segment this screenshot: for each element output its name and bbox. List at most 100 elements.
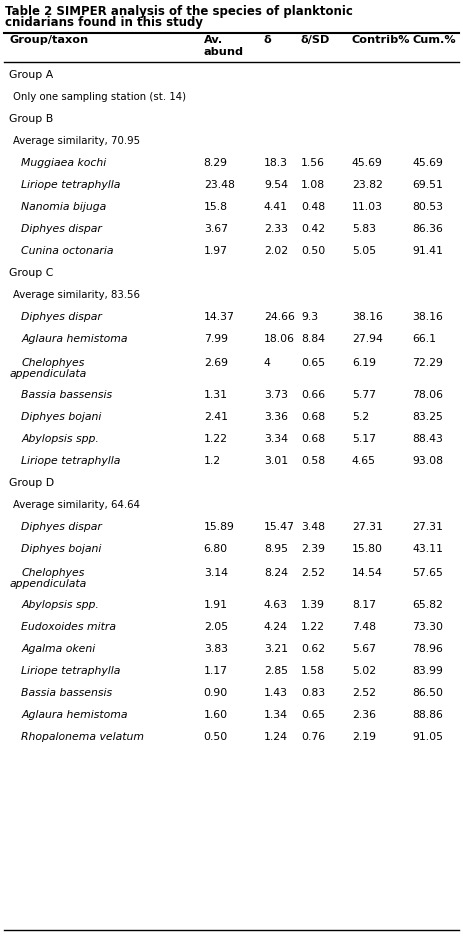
Text: Liriope tetraphylla: Liriope tetraphylla: [21, 180, 121, 190]
Text: 73.30: 73.30: [412, 622, 443, 632]
Text: 45.69: 45.69: [352, 158, 383, 168]
Text: 3.67: 3.67: [204, 224, 228, 234]
Text: 78.96: 78.96: [412, 644, 443, 654]
Text: 91.05: 91.05: [412, 732, 443, 742]
Text: 5.02: 5.02: [352, 666, 376, 676]
Text: 1.24: 1.24: [264, 732, 288, 742]
Text: 5.17: 5.17: [352, 434, 376, 444]
Text: 0.90: 0.90: [204, 688, 228, 698]
Text: 80.53: 80.53: [412, 202, 443, 212]
Text: 3.73: 3.73: [264, 390, 288, 400]
Text: 4.24: 4.24: [264, 622, 288, 632]
Text: 0.48: 0.48: [301, 202, 325, 212]
Text: Rhopalonema velatum: Rhopalonema velatum: [21, 732, 144, 742]
Text: Only one sampling station (st. 14): Only one sampling station (st. 14): [13, 92, 187, 102]
Text: 91.41: 91.41: [412, 246, 443, 256]
Text: 57.65: 57.65: [412, 568, 443, 578]
Text: 0.76: 0.76: [301, 732, 325, 742]
Text: Muggiaea kochi: Muggiaea kochi: [21, 158, 106, 168]
Text: 15.80: 15.80: [352, 544, 383, 554]
Text: Cum.%: Cum.%: [412, 35, 456, 45]
Text: 5.67: 5.67: [352, 644, 376, 654]
Text: 8.17: 8.17: [352, 600, 376, 610]
Text: 78.06: 78.06: [412, 390, 443, 400]
Text: 3.34: 3.34: [264, 434, 288, 444]
Text: 27.31: 27.31: [412, 522, 443, 532]
Text: Diphyes bojani: Diphyes bojani: [21, 544, 102, 554]
Text: 15.8: 15.8: [204, 202, 228, 212]
Text: 38.16: 38.16: [352, 312, 383, 322]
Text: 14.37: 14.37: [204, 312, 235, 322]
Text: Chelophyes: Chelophyes: [21, 358, 85, 368]
Text: 1.91: 1.91: [204, 600, 228, 610]
Text: 2.33: 2.33: [264, 224, 288, 234]
Text: 6.80: 6.80: [204, 544, 228, 554]
Text: cnidarians found in this study: cnidarians found in this study: [5, 16, 203, 29]
Text: 93.08: 93.08: [412, 456, 443, 466]
Text: Bassia bassensis: Bassia bassensis: [21, 390, 113, 400]
Text: 2.39: 2.39: [301, 544, 325, 554]
Text: 3.14: 3.14: [204, 568, 228, 578]
Text: 2.05: 2.05: [204, 622, 228, 632]
Text: 0.62: 0.62: [301, 644, 325, 654]
Text: 0.68: 0.68: [301, 434, 325, 444]
Text: 6.19: 6.19: [352, 358, 376, 368]
Text: appendiculata: appendiculata: [9, 579, 87, 589]
Text: 66.1: 66.1: [412, 334, 436, 344]
Text: 18.06: 18.06: [264, 334, 295, 344]
Text: Chelophyes: Chelophyes: [21, 568, 85, 578]
Text: 1.58: 1.58: [301, 666, 325, 676]
Text: Liriope tetraphylla: Liriope tetraphylla: [21, 456, 121, 466]
Text: 7.48: 7.48: [352, 622, 376, 632]
Text: 0.42: 0.42: [301, 224, 325, 234]
Text: 0.65: 0.65: [301, 710, 325, 720]
Text: 2.02: 2.02: [264, 246, 288, 256]
Text: 4.63: 4.63: [264, 600, 288, 610]
Text: 2.85: 2.85: [264, 666, 288, 676]
Text: 15.89: 15.89: [204, 522, 235, 532]
Text: 4: 4: [264, 358, 271, 368]
Text: 23.82: 23.82: [352, 180, 383, 190]
Text: 0.83: 0.83: [301, 688, 325, 698]
Text: δ: δ: [264, 35, 272, 45]
Text: 0.68: 0.68: [301, 412, 325, 422]
Text: 2.19: 2.19: [352, 732, 376, 742]
Text: 86.36: 86.36: [412, 224, 443, 234]
Text: 88.86: 88.86: [412, 710, 443, 720]
Text: 0.50: 0.50: [204, 732, 228, 742]
Text: 86.50: 86.50: [412, 688, 443, 698]
Text: 2.36: 2.36: [352, 710, 376, 720]
Text: Group B: Group B: [9, 114, 54, 124]
Text: 83.99: 83.99: [412, 666, 443, 676]
Text: 1.31: 1.31: [204, 390, 228, 400]
Text: 9.54: 9.54: [264, 180, 288, 190]
Text: Abylopsis spp.: Abylopsis spp.: [21, 600, 99, 610]
Text: 3.21: 3.21: [264, 644, 288, 654]
Text: 2.52: 2.52: [301, 568, 325, 578]
Text: 0.66: 0.66: [301, 390, 325, 400]
Text: Av.
abund: Av. abund: [204, 35, 244, 56]
Text: δ/SD: δ/SD: [301, 35, 330, 45]
Text: Diphyes bojani: Diphyes bojani: [21, 412, 102, 422]
Text: 0.58: 0.58: [301, 456, 325, 466]
Text: 69.51: 69.51: [412, 180, 443, 190]
Text: 1.56: 1.56: [301, 158, 325, 168]
Text: 0.65: 0.65: [301, 358, 325, 368]
Text: 0.50: 0.50: [301, 246, 325, 256]
Text: 1.08: 1.08: [301, 180, 325, 190]
Text: 72.29: 72.29: [412, 358, 443, 368]
Text: 83.25: 83.25: [412, 412, 443, 422]
Text: 9.3: 9.3: [301, 312, 318, 322]
Text: 24.66: 24.66: [264, 312, 295, 322]
Text: Diphyes dispar: Diphyes dispar: [21, 522, 102, 532]
Text: Aglaura hemistoma: Aglaura hemistoma: [21, 334, 128, 344]
Text: 2.69: 2.69: [204, 358, 228, 368]
Text: 88.43: 88.43: [412, 434, 443, 444]
Text: 43.11: 43.11: [412, 544, 443, 554]
Text: 27.94: 27.94: [352, 334, 383, 344]
Text: Cunina octonaria: Cunina octonaria: [21, 246, 114, 256]
Text: Liriope tetraphylla: Liriope tetraphylla: [21, 666, 121, 676]
Text: 8.84: 8.84: [301, 334, 325, 344]
Text: Group C: Group C: [9, 268, 54, 278]
Text: 1.39: 1.39: [301, 600, 325, 610]
